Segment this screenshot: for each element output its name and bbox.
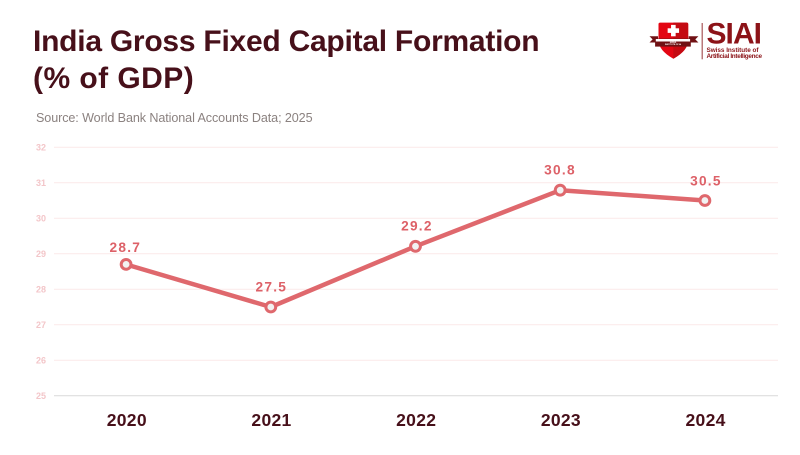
svg-text:SIAI: SIAI bbox=[707, 18, 763, 51]
svg-text:2024: 2024 bbox=[686, 410, 726, 430]
svg-text:31: 31 bbox=[36, 178, 46, 188]
svg-text:27.5: 27.5 bbox=[255, 279, 287, 294]
svg-text:Swiss Institute of: Swiss Institute of bbox=[707, 47, 760, 54]
svg-text:25: 25 bbox=[36, 391, 46, 401]
svg-text:2022: 2022 bbox=[396, 410, 436, 430]
svg-text:28.7: 28.7 bbox=[109, 240, 141, 255]
svg-text:29.2: 29.2 bbox=[401, 219, 433, 234]
svg-text:Source: World Bank National Ac: Source: World Bank National Accounts Dat… bbox=[36, 111, 313, 125]
svg-text:INSTITUTE OF AI: INSTITUTE OF AI bbox=[665, 43, 682, 46]
svg-text:Artificial Intelligence: Artificial Intelligence bbox=[707, 53, 763, 60]
svg-text:30.5: 30.5 bbox=[690, 173, 722, 188]
svg-text:2020: 2020 bbox=[107, 410, 147, 430]
svg-text:30: 30 bbox=[36, 213, 46, 223]
svg-text:India Gross Fixed Capital Form: India Gross Fixed Capital Formation bbox=[33, 25, 539, 58]
svg-text:28: 28 bbox=[36, 284, 46, 294]
svg-text:26: 26 bbox=[36, 355, 46, 365]
svg-text:SWISS: SWISS bbox=[670, 42, 677, 44]
svg-text:29: 29 bbox=[36, 249, 46, 259]
svg-text:2021: 2021 bbox=[251, 410, 291, 430]
svg-text:32: 32 bbox=[36, 142, 46, 152]
svg-text:2023: 2023 bbox=[541, 410, 581, 430]
svg-text:(% of GDP): (% of GDP) bbox=[33, 62, 194, 95]
svg-text:27: 27 bbox=[36, 320, 46, 330]
svg-text:30.8: 30.8 bbox=[544, 163, 576, 178]
